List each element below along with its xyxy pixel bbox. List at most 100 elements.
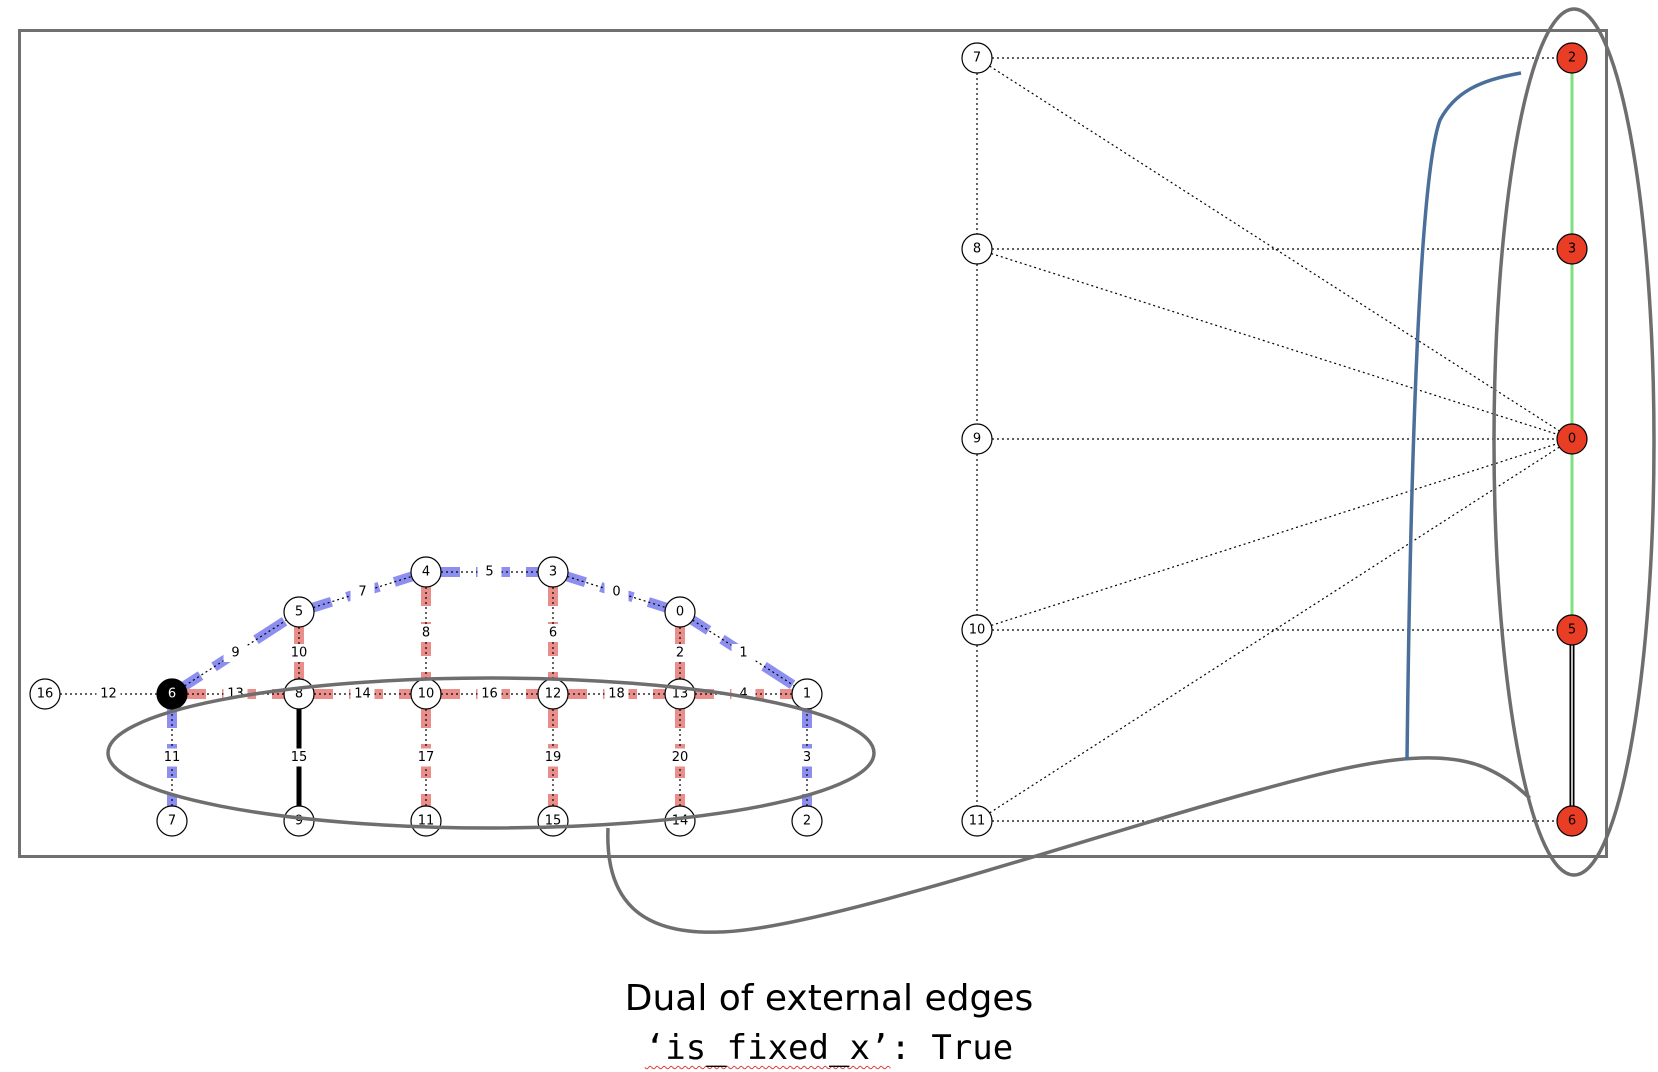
dual-right-node-5 xyxy=(1556,614,1588,646)
primal-node-label-15: 15 xyxy=(545,814,562,829)
dual-edge-10-4 xyxy=(976,438,1573,631)
edge-label-bg-12 xyxy=(96,685,121,703)
edge-label-0: 0 xyxy=(612,585,620,600)
primal-node-2 xyxy=(791,805,823,837)
primal-node-16 xyxy=(29,678,61,710)
primal-node-7 xyxy=(156,805,188,837)
edge-label-bg-14 xyxy=(350,685,375,703)
caption-code: ‘is_fixed_x’: True xyxy=(0,1028,1658,1068)
edge-label-bg-10 xyxy=(287,644,311,662)
edge-label-5: 5 xyxy=(485,565,493,580)
edge-label-bg-20 xyxy=(668,748,692,767)
caption-title: Dual of external edges xyxy=(624,978,1034,1019)
dual-left-node-label-10: 10 xyxy=(969,623,986,638)
primal-node-label-7: 7 xyxy=(168,814,176,829)
edge-label-1: 1 xyxy=(739,646,747,661)
dual-left-node-label-9: 9 xyxy=(973,432,981,447)
primal-node-label-0: 0 xyxy=(676,605,684,620)
primal-node-3 xyxy=(537,556,569,588)
edge-label-bg-5 xyxy=(477,563,502,581)
primal-node-label-12: 12 xyxy=(545,687,562,702)
dual-right-node-label-4: 0 xyxy=(1568,432,1576,447)
caption-code-separator: : xyxy=(890,1028,932,1068)
dual-left-node-10 xyxy=(961,614,993,646)
edge-label-bg-17 xyxy=(414,748,438,767)
edge-label-4: 4 xyxy=(739,687,747,702)
dual-edges xyxy=(976,57,1575,822)
primal-node-label-13: 13 xyxy=(672,687,689,702)
dual-left-node-9 xyxy=(961,423,993,455)
edge-label-bg-19 xyxy=(541,748,565,767)
dual-left-node-7 xyxy=(961,42,993,74)
dual-edge-8-4 xyxy=(976,248,1573,440)
dual-left-node-label-7: 7 xyxy=(973,51,981,66)
edge-label-6: 6 xyxy=(549,626,557,641)
edge-label-18: 18 xyxy=(608,687,625,702)
edge-label-bg-11 xyxy=(160,748,184,767)
edge-label-17: 17 xyxy=(418,750,435,765)
edge-label-bg-15 xyxy=(287,748,311,767)
primal-node-0 xyxy=(664,596,696,628)
caption-code-key: ‘is_fixed_x’ xyxy=(644,1028,891,1068)
dual-right-node-3 xyxy=(1556,233,1588,265)
edge-label-11: 11 xyxy=(164,750,181,765)
dual-left-node-11 xyxy=(961,805,993,837)
primal-node-label-16: 16 xyxy=(37,687,54,702)
edge-label-bg-3 xyxy=(795,748,819,767)
edge-label-bg-16 xyxy=(477,685,502,703)
edge-label-16: 16 xyxy=(481,687,498,702)
edge-label-19: 19 xyxy=(545,750,562,765)
edge-label-14: 14 xyxy=(354,687,371,702)
primal-node-label-11: 11 xyxy=(418,814,435,829)
primal-node-label-4: 4 xyxy=(422,565,430,580)
dual-right-column-ellipse xyxy=(1492,7,1656,877)
edge-label-3: 3 xyxy=(803,750,811,765)
dual-left-node-label-11: 11 xyxy=(969,814,986,829)
dual-right-node-6 xyxy=(1556,805,1588,837)
edge-label-bg-8 xyxy=(414,624,438,642)
edge-label-bg-7 xyxy=(350,583,375,601)
primal-node-label-1: 1 xyxy=(803,687,811,702)
primal-nodes: 16 6 8 10 12 13 154 307 9 11 15 14 2 xyxy=(29,556,823,837)
edge-label-bg-1 xyxy=(731,644,756,662)
edge-label-10: 10 xyxy=(291,646,308,661)
primal-node-label-14: 14 xyxy=(672,814,689,829)
primal-node-label-9: 9 xyxy=(295,814,303,829)
dual-left-node-8 xyxy=(961,233,993,265)
edge-label-bg-2 xyxy=(668,644,692,662)
edge-label-bg-9 xyxy=(223,644,248,662)
edge-label-7: 7 xyxy=(358,585,366,600)
primal-node-label-6: 6 xyxy=(168,687,176,702)
dual-nodes: 7 8 9 10 11 2 3 0 5 6 xyxy=(961,42,1588,837)
edge-label-20: 20 xyxy=(672,750,689,765)
edge-label-2: 2 xyxy=(676,646,684,661)
primal-node-4 xyxy=(410,556,442,588)
primal-node-label-10: 10 xyxy=(418,687,435,702)
figure-frame xyxy=(18,29,1608,858)
dual-right-node-label-3: 3 xyxy=(1568,242,1576,257)
primal-edges xyxy=(45,571,808,821)
edge-label-bg-18 xyxy=(604,685,629,703)
edge-label-8: 8 xyxy=(422,626,430,641)
caption-code-value: True xyxy=(931,1028,1014,1068)
dual-right-node-label-5: 5 xyxy=(1568,623,1576,638)
edge-label-bg-0 xyxy=(604,583,629,601)
primal-node-6 xyxy=(156,678,188,710)
edge-label-bg-6 xyxy=(541,624,565,642)
annotations xyxy=(106,7,1656,934)
dual-right-node-label-2: 2 xyxy=(1568,51,1576,66)
dual-left-node-label-8: 8 xyxy=(973,242,981,257)
edge-label-9: 9 xyxy=(231,646,239,661)
primal-bottom-row-ellipse xyxy=(106,676,876,830)
edge-label-12: 12 xyxy=(100,687,117,702)
dual-right-node-4 xyxy=(1556,423,1588,455)
primal-node-5 xyxy=(283,596,315,628)
edge-label-15: 15 xyxy=(291,750,308,765)
primal-node-label-3: 3 xyxy=(549,565,557,580)
primal-node-label-5: 5 xyxy=(295,605,303,620)
connector-curve-blue xyxy=(1405,71,1522,761)
primal-node-label-8: 8 xyxy=(295,687,303,702)
primal-node-label-2: 2 xyxy=(803,814,811,829)
